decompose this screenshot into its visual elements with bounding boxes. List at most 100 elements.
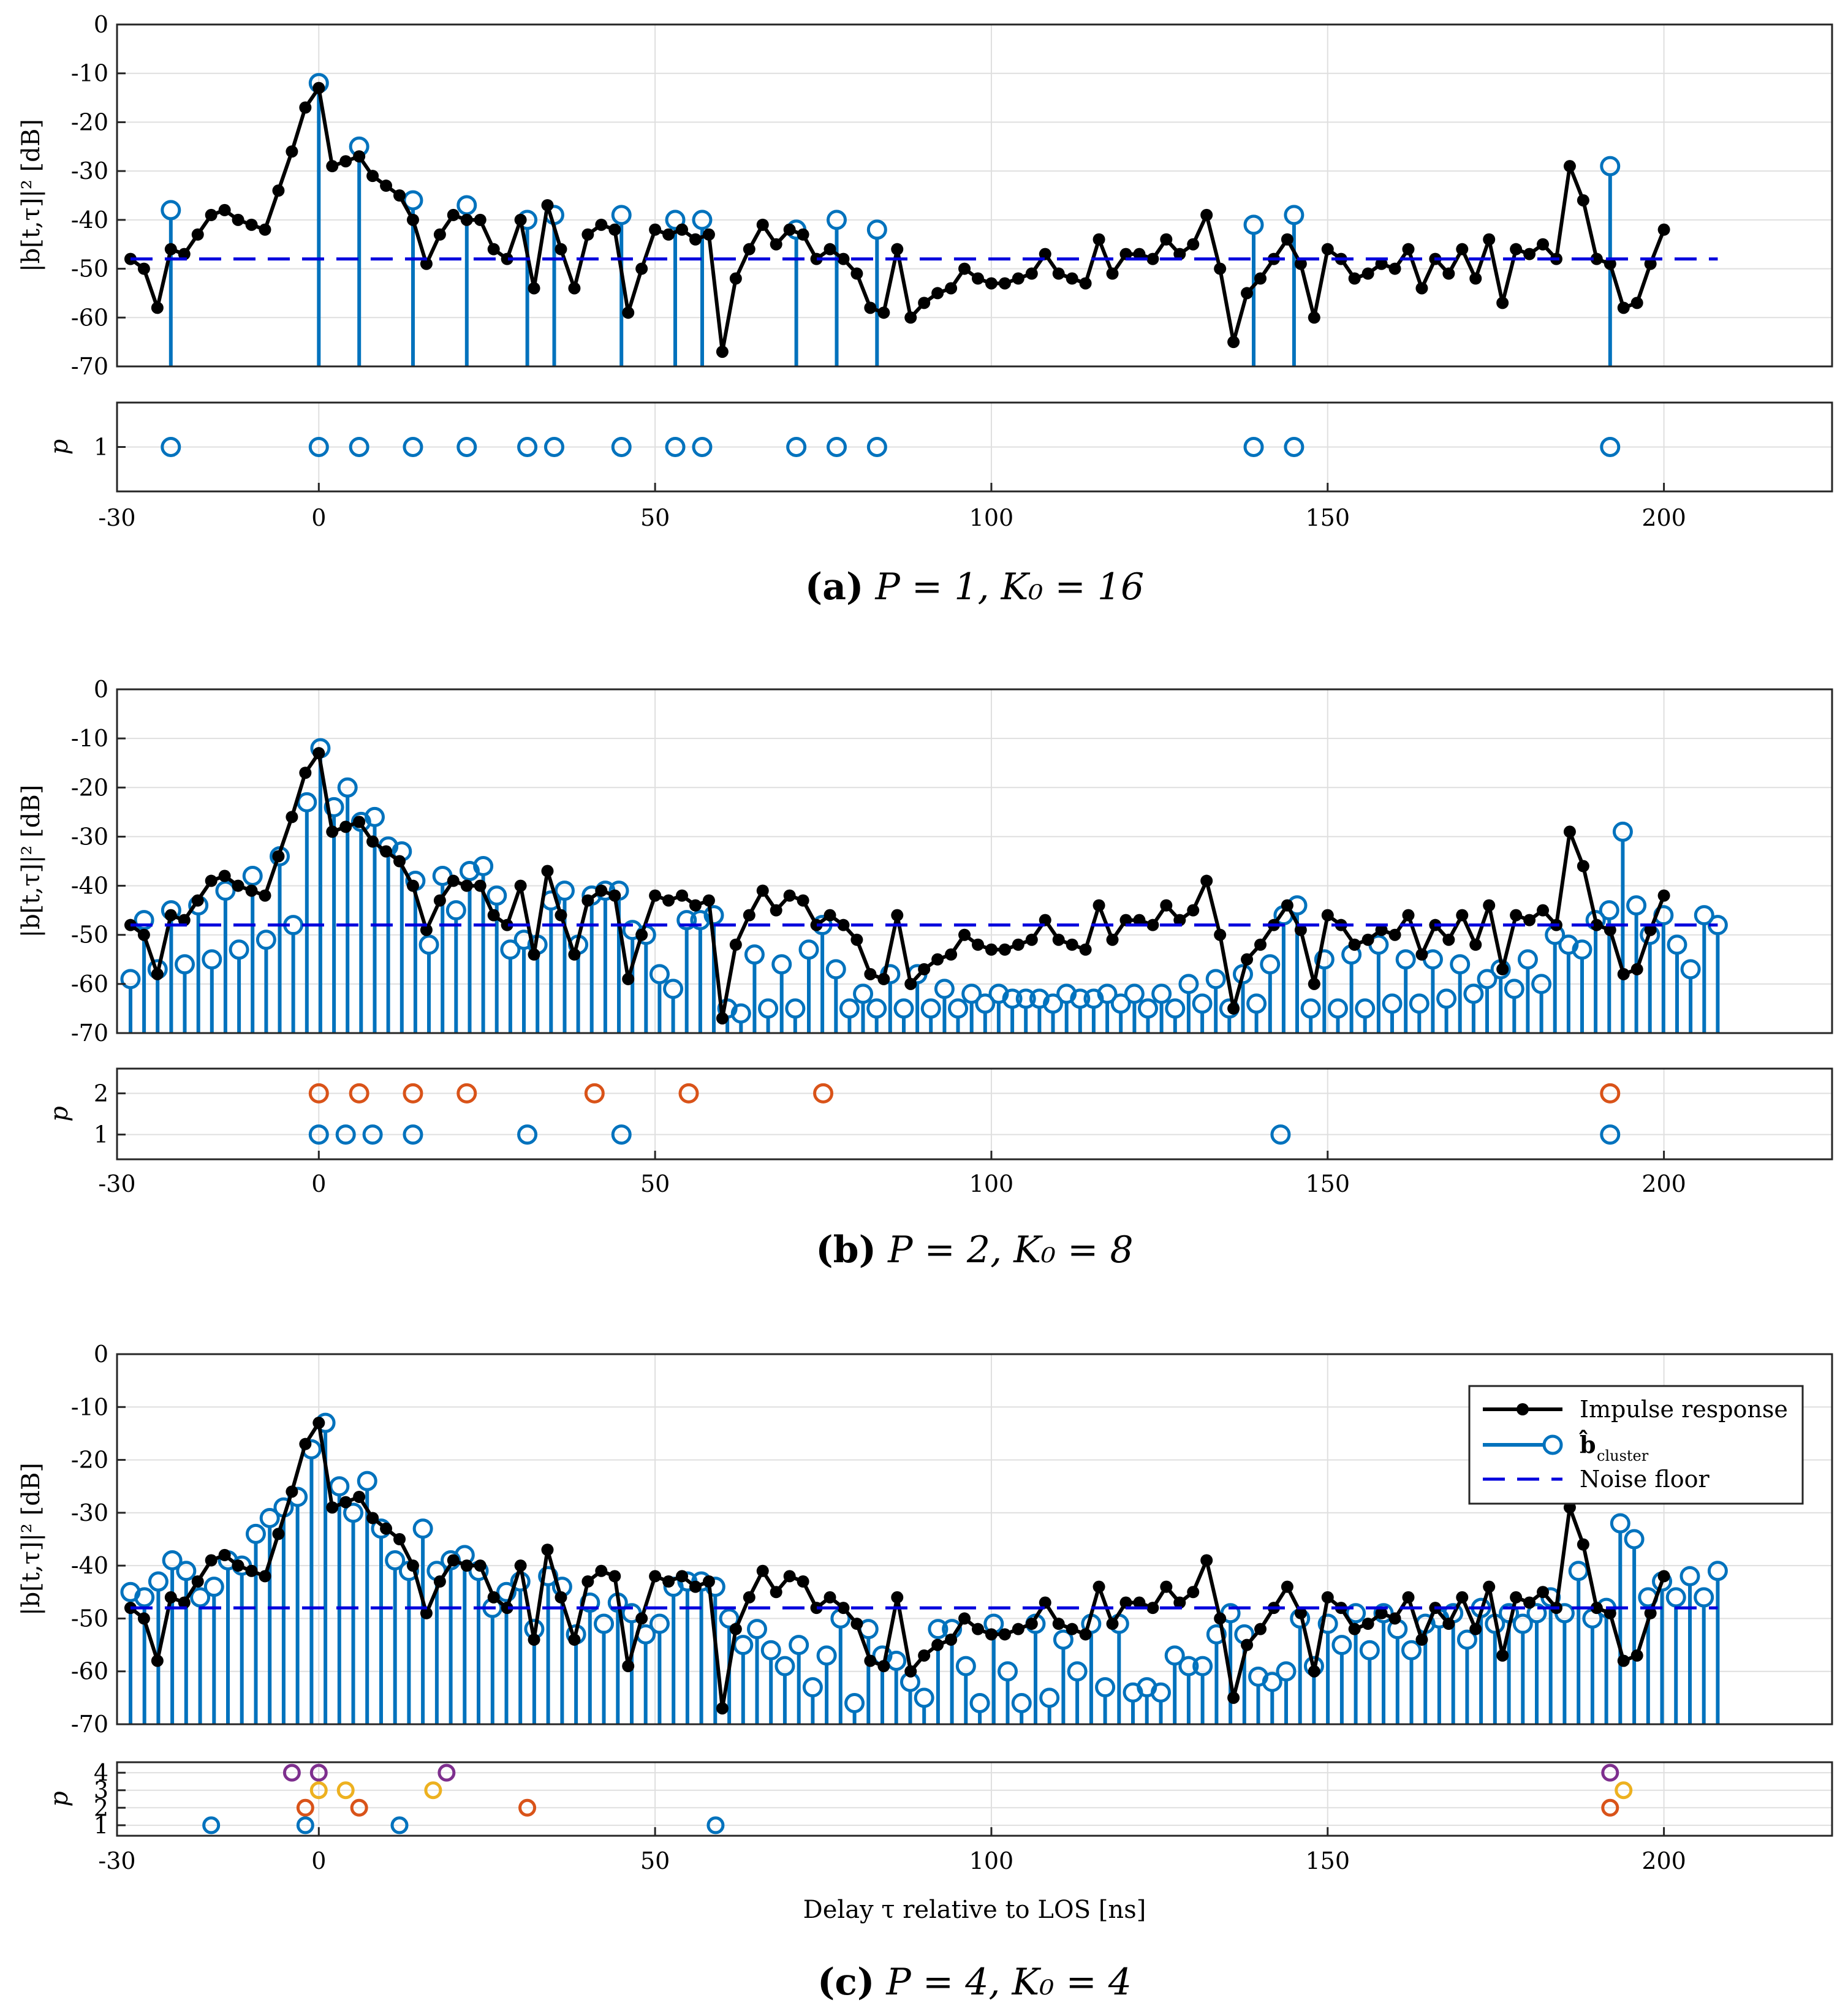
p-axis-label: p	[45, 1791, 74, 1807]
impulse-point	[581, 1575, 594, 1588]
cluster-marker	[456, 195, 477, 216]
cluster-marker	[1095, 1677, 1116, 1698]
p-marker-3	[424, 1781, 442, 1800]
ytick-label: -60	[71, 304, 108, 331]
impulse-point	[1146, 918, 1159, 931]
cluster-marker	[350, 811, 371, 832]
p-marker-1	[403, 437, 423, 457]
ytick-label: 0	[94, 1341, 108, 1368]
impulse-point	[286, 1485, 298, 1498]
cluster-marker	[771, 954, 792, 975]
impulse-point	[1160, 1580, 1173, 1593]
impulse-point	[689, 1580, 702, 1593]
cluster-marker	[1314, 949, 1335, 970]
impulse-point	[756, 884, 769, 897]
subplot-caption: (c) P = 4, K₀ = 4	[817, 1961, 1132, 2004]
impulse-point	[1604, 923, 1616, 936]
impulse-point	[918, 297, 931, 309]
impulse-point	[406, 213, 419, 226]
impulse-point	[232, 879, 244, 892]
p-marker-1	[349, 437, 369, 457]
impulse-point	[1052, 933, 1065, 946]
impulse-point	[1456, 243, 1469, 256]
cluster-marker	[256, 930, 276, 950]
impulse-point	[1348, 938, 1361, 951]
p-marker-1	[826, 437, 847, 457]
impulse-point	[931, 287, 944, 300]
impulse-point	[1456, 909, 1469, 922]
cluster-marker	[1665, 1587, 1686, 1608]
impulse-point	[205, 1554, 218, 1567]
impulse-point	[151, 968, 164, 980]
cluster-marker	[1327, 998, 1348, 1019]
ytick-label: 0	[94, 676, 108, 703]
cluster-marker	[1206, 1624, 1227, 1645]
caption-params: P = 4, K₀ = 4	[874, 1961, 1132, 2004]
impulse-point	[474, 879, 487, 892]
impulse-point	[891, 1591, 904, 1604]
impulse-point	[366, 1512, 379, 1524]
xtick-label: 0	[311, 1170, 326, 1197]
impulse-point	[514, 213, 527, 226]
impulse-point	[1361, 267, 1374, 280]
ytick-label: -50	[71, 922, 108, 949]
impulse-point	[568, 282, 581, 295]
p-marker-4	[282, 1763, 301, 1782]
impulse-point	[393, 1533, 406, 1545]
impulse-point	[137, 262, 150, 275]
impulse-point	[1133, 914, 1146, 926]
impulse-point	[272, 184, 285, 197]
impulse-point	[460, 1559, 473, 1572]
xtick-label: 150	[1305, 504, 1350, 531]
p-marker-2	[403, 1083, 423, 1104]
impulse-point	[1281, 1580, 1293, 1593]
p-marker-1	[161, 437, 181, 457]
cluster-marker	[988, 983, 1009, 1004]
impulse-point	[245, 884, 258, 897]
impulse-point	[487, 1591, 500, 1604]
impulse-point	[1617, 968, 1630, 980]
impulse-point	[1187, 238, 1200, 251]
cluster-marker	[1558, 934, 1579, 955]
impulse-point	[608, 1570, 621, 1583]
impulse-point	[689, 899, 702, 912]
impulse-point	[366, 170, 379, 183]
impulse-point	[998, 1628, 1011, 1641]
impulse-point	[1079, 943, 1092, 956]
cluster-marker	[1463, 983, 1484, 1004]
xtick-label: 200	[1642, 1847, 1686, 1874]
xtick-label: 100	[969, 504, 1014, 531]
impulse-point	[299, 767, 312, 779]
impulse-point	[1173, 914, 1186, 926]
p-marker-1	[517, 1124, 538, 1145]
impulse-point	[904, 311, 917, 324]
cluster-marker	[1150, 1682, 1171, 1703]
impulse-point	[568, 948, 581, 961]
cluster-marker	[802, 1677, 823, 1698]
xtick-label: -30	[98, 504, 135, 531]
impulse-point	[1415, 1633, 1428, 1646]
ytick-label: -50	[71, 1605, 108, 1632]
ptick-label: 1	[94, 1121, 108, 1148]
impulse-point	[1510, 243, 1523, 256]
cluster-marker	[1178, 974, 1199, 994]
cluster-marker	[1056, 983, 1077, 1004]
impulse-point	[756, 218, 769, 231]
cluster-marker	[1039, 1687, 1060, 1708]
ytick-label: -30	[71, 823, 108, 850]
cluster-marker	[826, 210, 847, 230]
cluster-marker	[663, 979, 684, 999]
impulse-point	[1214, 928, 1227, 941]
impulse-point	[1644, 1607, 1657, 1619]
impulse-point	[743, 1591, 755, 1604]
impulse-point	[918, 963, 931, 975]
cluster-marker	[844, 1692, 865, 1713]
impulse-point	[1483, 1580, 1496, 1593]
impulse-point	[649, 889, 662, 902]
impulse-point	[1456, 1591, 1469, 1604]
cluster-marker	[134, 910, 154, 931]
cluster-marker	[948, 998, 969, 1019]
impulse-point	[1066, 1623, 1078, 1635]
impulse-point	[339, 820, 352, 833]
impulse-point	[850, 267, 863, 280]
